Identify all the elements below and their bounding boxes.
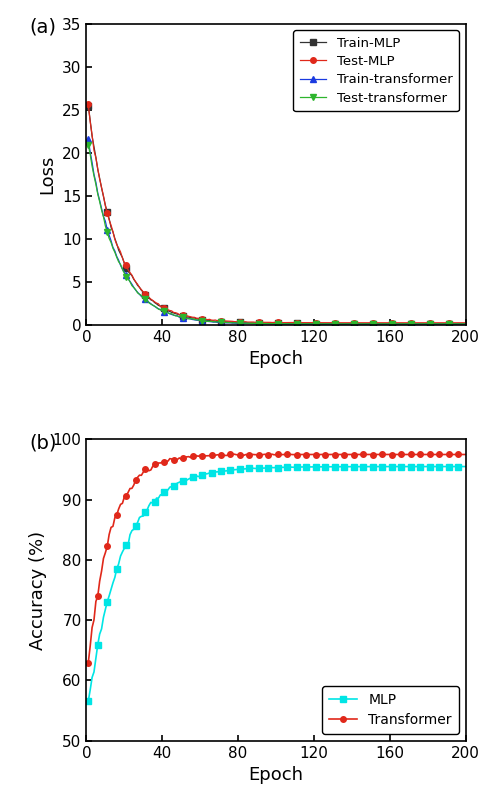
Test-transformer xyxy=(445,319,451,329)
Test-MLP xyxy=(85,100,91,110)
Test-MLP xyxy=(186,311,192,321)
Test-MLP xyxy=(108,221,114,230)
Legend: MLP, Transformer: MLP, Transformer xyxy=(323,686,459,734)
Test-transformer xyxy=(432,319,438,329)
Transformer xyxy=(108,522,114,532)
Transformer xyxy=(432,450,438,459)
Test-MLP xyxy=(101,191,107,201)
Transformer xyxy=(186,452,192,461)
Y-axis label: Accuracy (%): Accuracy (%) xyxy=(29,530,47,649)
Train-transformer xyxy=(445,319,451,329)
Transformer xyxy=(463,450,468,459)
Train-MLP xyxy=(156,301,161,310)
Test-transformer xyxy=(463,319,468,329)
Train-transformer xyxy=(391,319,396,329)
MLP xyxy=(444,462,449,471)
MLP xyxy=(85,697,91,706)
Transformer xyxy=(156,459,161,468)
Line: Train-transformer: Train-transformer xyxy=(85,136,468,327)
Transformer xyxy=(228,449,233,459)
Train-MLP xyxy=(463,319,468,329)
Line: MLP: MLP xyxy=(85,464,468,704)
Train-transformer xyxy=(186,314,192,323)
MLP xyxy=(108,585,114,594)
Test-transformer xyxy=(359,319,364,329)
Test-transformer xyxy=(108,238,114,247)
Y-axis label: Loss: Loss xyxy=(38,154,57,194)
Train-MLP xyxy=(387,319,393,329)
X-axis label: Epoch: Epoch xyxy=(249,766,303,784)
MLP xyxy=(186,474,192,484)
Line: Test-transformer: Test-transformer xyxy=(85,142,468,327)
Train-transformer xyxy=(463,319,468,329)
Line: Test-MLP: Test-MLP xyxy=(85,102,468,325)
Train-transformer xyxy=(85,135,91,144)
Text: (a): (a) xyxy=(29,17,57,36)
Test-transformer xyxy=(85,139,91,149)
Legend: Train-MLP, Test-MLP, Train-transformer, Test-transformer: Train-MLP, Test-MLP, Train-transformer, … xyxy=(293,30,459,111)
Transformer xyxy=(85,658,91,667)
Train-MLP xyxy=(85,101,91,110)
Train-MLP xyxy=(108,222,114,232)
Train-transformer xyxy=(108,236,114,245)
Train-transformer xyxy=(156,304,161,314)
Text: (b): (b) xyxy=(29,433,57,452)
Train-MLP xyxy=(101,192,107,202)
Test-MLP xyxy=(445,318,451,328)
Test-MLP xyxy=(156,299,161,309)
X-axis label: Epoch: Epoch xyxy=(249,351,303,368)
MLP xyxy=(156,493,161,503)
Train-transformer xyxy=(432,319,438,329)
Train-MLP xyxy=(186,313,192,322)
Transformer xyxy=(101,554,107,563)
Test-transformer xyxy=(101,212,107,221)
MLP xyxy=(449,462,455,471)
Train-MLP xyxy=(432,319,438,329)
Transformer xyxy=(445,450,451,459)
Test-MLP xyxy=(351,318,357,328)
Test-transformer xyxy=(186,314,192,324)
MLP xyxy=(431,462,436,471)
Line: Train-MLP: Train-MLP xyxy=(85,103,468,326)
MLP xyxy=(463,462,468,471)
Train-transformer xyxy=(101,212,107,221)
Test-transformer xyxy=(156,304,161,314)
Line: Transformer: Transformer xyxy=(85,452,468,665)
Test-MLP xyxy=(432,318,438,328)
Train-MLP xyxy=(445,319,451,329)
MLP xyxy=(101,612,107,622)
Test-MLP xyxy=(463,318,468,328)
